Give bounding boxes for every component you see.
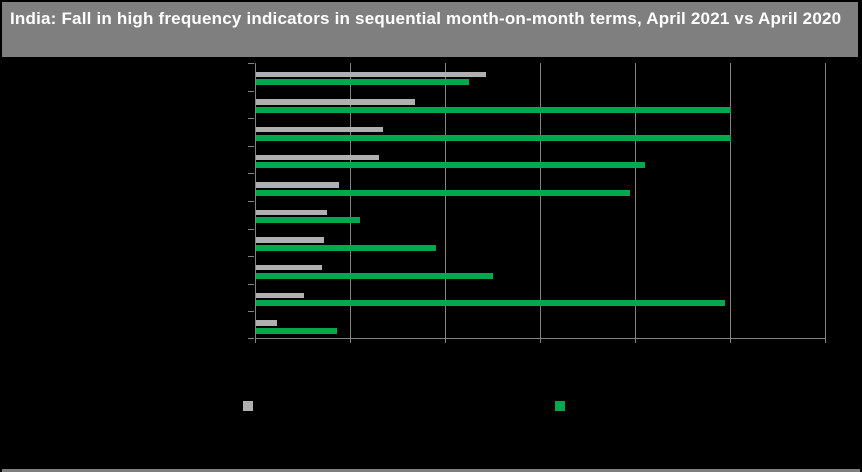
- bar-gray-series: [256, 237, 325, 243]
- chart-title-bar: India: Fall in high frequency indicators…: [2, 2, 858, 57]
- gridline: [350, 63, 351, 339]
- gridline: [635, 63, 636, 339]
- x-axis-tick: [540, 339, 541, 343]
- gridline: [445, 63, 446, 339]
- legend-swatch-green-series: [555, 401, 565, 411]
- bottom-border-strip: [2, 469, 860, 472]
- bar-green-series: [256, 162, 645, 169]
- y-axis-tick: [248, 229, 254, 230]
- x-axis-tick: [825, 339, 826, 343]
- bar-green-series: [256, 79, 469, 86]
- y-axis-line: [255, 63, 256, 339]
- gridline: [540, 63, 541, 339]
- x-axis-tick: [635, 339, 636, 343]
- bar-green-series: [256, 189, 631, 196]
- y-axis-tick: [248, 173, 254, 174]
- legend-swatch-gray-series: [243, 401, 253, 411]
- gridline: [825, 63, 826, 339]
- y-axis-tick: [248, 146, 254, 147]
- bar-green-series: [256, 106, 731, 113]
- bar-green-series: [256, 272, 493, 279]
- x-axis-tick: [730, 339, 731, 343]
- y-axis-tick: [248, 118, 254, 119]
- bar-gray-series: [256, 182, 339, 188]
- y-axis-tick: [248, 284, 254, 285]
- bar-gray-series: [256, 264, 322, 271]
- bar-green-series: [256, 327, 337, 334]
- y-axis-tick: [248, 311, 254, 312]
- y-axis-tick: [248, 63, 254, 64]
- bar-green-series: [256, 134, 731, 141]
- x-axis-tick: [445, 339, 446, 343]
- bar-green-series: [256, 244, 436, 251]
- x-axis-line: [255, 338, 826, 339]
- x-axis-tick: [350, 339, 351, 343]
- y-axis-tick: [248, 256, 254, 257]
- bar-green-series: [256, 300, 726, 307]
- plot-area: [248, 63, 826, 343]
- bar-gray-series: [256, 154, 379, 161]
- y-axis-tick: [248, 201, 254, 202]
- x-axis-tick: [255, 339, 256, 343]
- bar-gray-series: [256, 292, 305, 299]
- y-axis-tick: [248, 91, 254, 92]
- chart-title: India: Fall in high frequency indicators…: [10, 9, 842, 28]
- bar-gray-series: [256, 320, 277, 326]
- y-axis-tick: [248, 338, 254, 339]
- bar-green-series: [256, 217, 360, 224]
- gridline: [730, 63, 731, 339]
- bar-gray-series: [256, 126, 384, 133]
- bar-gray-series: [256, 99, 415, 105]
- bar-gray-series: [256, 209, 328, 216]
- bar-gray-series: [256, 71, 486, 78]
